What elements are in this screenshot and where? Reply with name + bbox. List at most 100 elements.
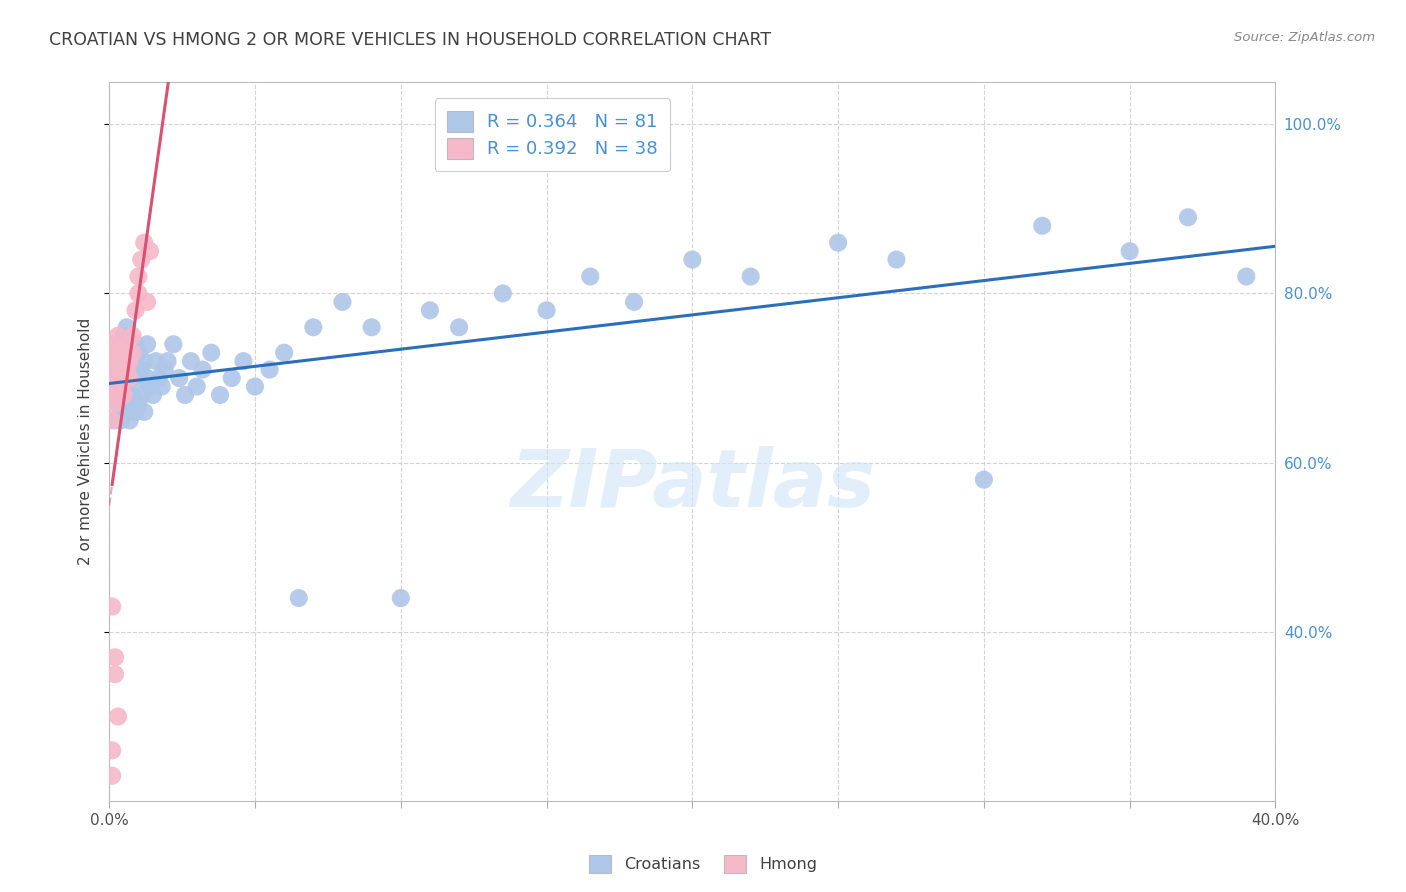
Point <box>115 396 138 410</box>
Point <box>107 362 129 376</box>
Point <box>1031 219 1053 233</box>
Point <box>121 388 143 402</box>
Point <box>827 235 849 250</box>
Point <box>110 413 132 427</box>
Point <box>110 345 132 359</box>
Point <box>1234 269 1257 284</box>
Point <box>118 337 141 351</box>
Point <box>136 337 159 351</box>
Point <box>623 294 645 309</box>
Point <box>131 252 153 267</box>
Point <box>740 269 762 284</box>
Point <box>104 667 127 681</box>
Point <box>112 328 135 343</box>
Point <box>191 362 214 376</box>
Point <box>107 709 129 723</box>
Point <box>302 320 325 334</box>
Point <box>124 303 146 318</box>
Legend: Croatians, Hmong: Croatians, Hmong <box>582 848 824 880</box>
Point <box>115 337 138 351</box>
Point <box>492 286 515 301</box>
Point <box>389 591 412 605</box>
Point <box>124 337 146 351</box>
Point <box>174 388 197 402</box>
Point <box>449 320 471 334</box>
Y-axis label: 2 or more Vehicles in Household: 2 or more Vehicles in Household <box>79 318 93 566</box>
Point <box>243 379 266 393</box>
Point <box>115 379 138 393</box>
Point <box>118 354 141 368</box>
Point <box>579 269 602 284</box>
Point <box>136 371 159 385</box>
Point <box>101 371 124 385</box>
Point <box>287 591 309 605</box>
Point <box>419 303 441 318</box>
Point <box>112 354 135 368</box>
Point <box>112 405 135 419</box>
Point <box>536 303 558 318</box>
Point <box>110 337 132 351</box>
Point <box>104 371 127 385</box>
Point <box>112 388 135 402</box>
Point <box>221 371 243 385</box>
Point <box>112 354 135 368</box>
Point <box>259 362 281 376</box>
Point <box>124 362 146 376</box>
Point <box>127 371 149 385</box>
Point <box>110 379 132 393</box>
Point <box>886 252 908 267</box>
Point <box>104 650 127 665</box>
Point <box>145 354 167 368</box>
Point <box>112 371 135 385</box>
Point <box>208 388 231 402</box>
Point <box>107 388 129 402</box>
Point <box>681 252 703 267</box>
Point <box>101 413 124 427</box>
Point <box>360 320 382 334</box>
Point <box>1177 211 1199 225</box>
Point <box>115 320 138 334</box>
Legend: R = 0.364   N = 81, R = 0.392   N = 38: R = 0.364 N = 81, R = 0.392 N = 38 <box>434 98 671 171</box>
Point <box>156 354 179 368</box>
Point <box>121 345 143 359</box>
Point <box>118 354 141 368</box>
Point <box>153 362 176 376</box>
Point <box>139 244 162 259</box>
Point <box>121 328 143 343</box>
Point <box>107 354 129 368</box>
Point <box>107 328 129 343</box>
Point <box>973 473 995 487</box>
Point <box>118 413 141 427</box>
Point <box>162 337 184 351</box>
Point <box>104 379 127 393</box>
Point <box>107 396 129 410</box>
Point <box>104 413 127 427</box>
Text: Source: ZipAtlas.com: Source: ZipAtlas.com <box>1234 31 1375 45</box>
Point <box>186 379 208 393</box>
Point <box>136 294 159 309</box>
Point <box>148 371 170 385</box>
Point <box>131 388 153 402</box>
Point <box>273 345 295 359</box>
Point <box>131 362 153 376</box>
Point <box>127 269 149 284</box>
Point <box>104 354 127 368</box>
Point <box>200 345 222 359</box>
Point <box>232 354 254 368</box>
Point <box>115 345 138 359</box>
Point <box>127 345 149 359</box>
Point <box>121 371 143 385</box>
Point <box>124 405 146 419</box>
Point <box>112 388 135 402</box>
Point <box>115 362 138 376</box>
Point <box>142 388 165 402</box>
Point <box>110 362 132 376</box>
Point <box>110 379 132 393</box>
Point <box>134 405 156 419</box>
Point <box>139 379 162 393</box>
Text: CROATIAN VS HMONG 2 OR MORE VEHICLES IN HOUSEHOLD CORRELATION CHART: CROATIAN VS HMONG 2 OR MORE VEHICLES IN … <box>49 31 772 49</box>
Point <box>180 354 202 368</box>
Point <box>118 388 141 402</box>
Point <box>101 388 124 402</box>
Point <box>101 337 124 351</box>
